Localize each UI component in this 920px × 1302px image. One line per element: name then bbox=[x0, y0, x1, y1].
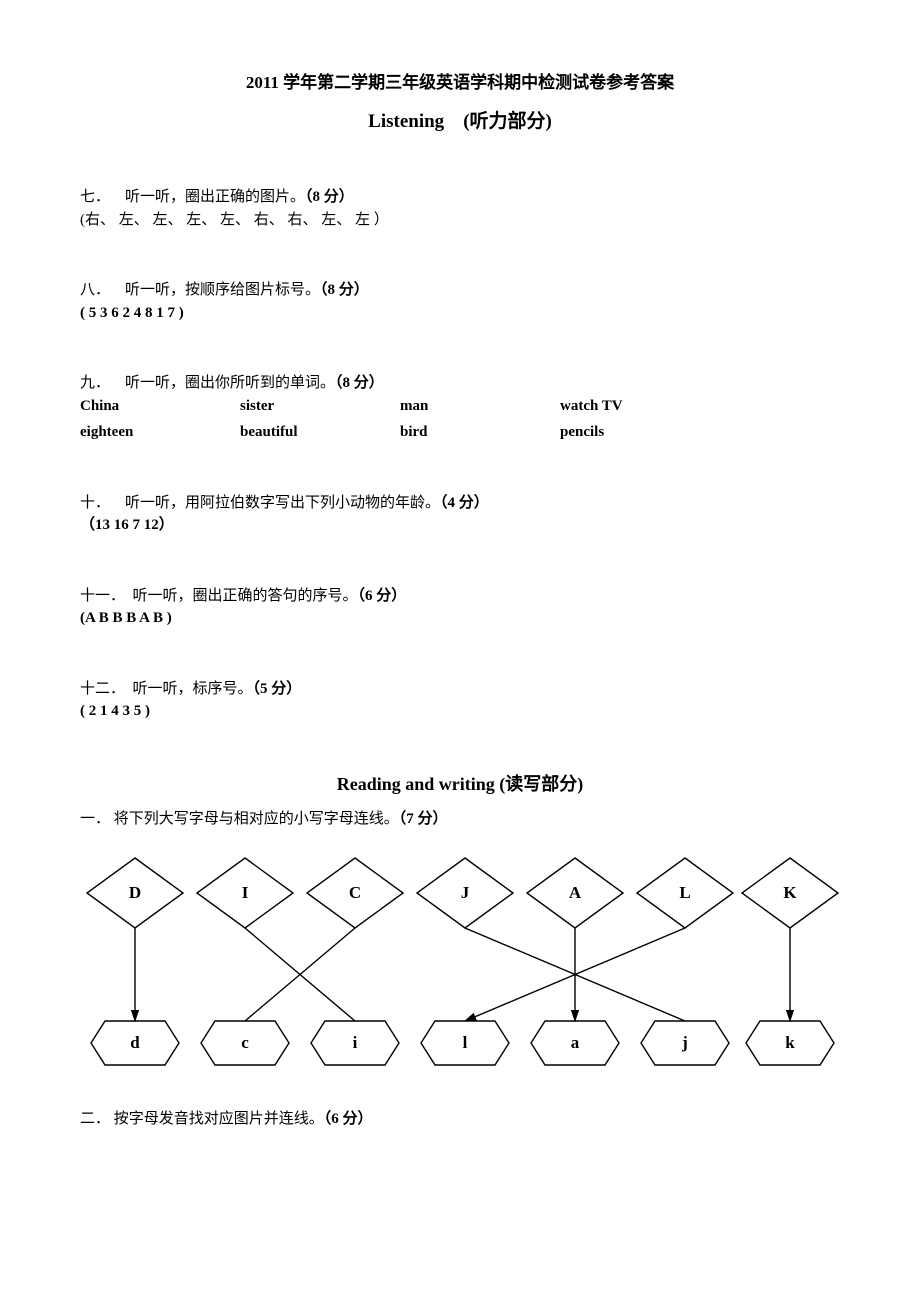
rw-question-1-head: 一． 将下列大写字母与相对应的小写字母连线。（7 分） bbox=[80, 808, 840, 831]
svg-text:a: a bbox=[571, 1033, 580, 1052]
rw-q1-prompt: 将下列大写字母与相对应的小写字母连线。 bbox=[114, 811, 399, 827]
q11-points: （6 分） bbox=[358, 588, 407, 604]
q7-answer: (右、 左、 左、 左、 左、 右、 右、 左、 左 ） bbox=[80, 209, 840, 232]
svg-text:I: I bbox=[242, 883, 249, 902]
q9-cell: watch TV bbox=[560, 395, 720, 418]
q9-cell: sister bbox=[240, 395, 400, 418]
q10-points: （4 分） bbox=[440, 495, 489, 511]
question-7: 七． 听一听，圈出正确的图片。（8 分） (右、 左、 左、 左、 左、 右、 … bbox=[80, 186, 840, 231]
svg-text:A: A bbox=[569, 883, 582, 902]
svg-text:C: C bbox=[349, 883, 361, 902]
question-11: 十一． 听一听，圈出正确的答句的序号。（6 分） (A B B B A B ) bbox=[80, 585, 840, 630]
question-9: 九． 听一听，圈出你所听到的单词。（8 分） China sister man … bbox=[80, 372, 840, 444]
q9-points: （8 分） bbox=[335, 375, 384, 391]
svg-text:D: D bbox=[129, 883, 141, 902]
q9-cell: China bbox=[80, 395, 240, 418]
svg-text:K: K bbox=[783, 883, 797, 902]
q12-prompt: 听一听，标序号。 bbox=[133, 681, 253, 697]
rw-question-2-head: 二． 按字母发音找对应图片并连线。（6 分） bbox=[80, 1108, 840, 1131]
reading-writing-subtitle: Reading and writing (读写部分) bbox=[80, 771, 840, 798]
q9-answer-grid: China sister man watch TV eighteen beaut… bbox=[80, 395, 840, 444]
svg-text:J: J bbox=[461, 883, 470, 902]
subtitle-en: Listening bbox=[368, 111, 444, 132]
rw-title-cn: (读写部分) bbox=[499, 774, 583, 794]
rw-q1-points: （7 分） bbox=[399, 811, 448, 827]
q9-cell: pencils bbox=[560, 421, 720, 444]
q9-cell: man bbox=[400, 395, 560, 418]
letter-matching-diagram: D I C J A L Kd c i l a j k bbox=[80, 848, 840, 1078]
svg-text:d: d bbox=[130, 1033, 140, 1052]
rw-q2-label: 二． bbox=[80, 1111, 110, 1127]
q12-points: （5 分） bbox=[253, 681, 302, 697]
q7-label: 七． bbox=[80, 189, 110, 205]
svg-text:L: L bbox=[679, 883, 690, 902]
q10-prompt: 听一听，用阿拉伯数字写出下列小动物的年龄。 bbox=[125, 495, 440, 511]
q9-cell: beautiful bbox=[240, 421, 400, 444]
q12-label: 十二． bbox=[80, 681, 125, 697]
rw-q2-points: （6 分） bbox=[324, 1111, 373, 1127]
question-10: 十． 听一听，用阿拉伯数字写出下列小动物的年龄。（4 分） （13 16 7 1… bbox=[80, 492, 840, 537]
q9-cell: bird bbox=[400, 421, 560, 444]
q8-answer: ( 5 3 6 2 4 8 1 7 ) bbox=[80, 302, 840, 325]
q10-label: 十． bbox=[80, 495, 110, 511]
question-8: 八． 听一听，按顺序给图片标号。（8 分） ( 5 3 6 2 4 8 1 7 … bbox=[80, 279, 840, 324]
q7-prompt: 听一听，圈出正确的图片。 bbox=[125, 189, 305, 205]
listening-subtitle: Listening (听力部分) bbox=[80, 108, 840, 137]
q9-prompt: 听一听，圈出你所听到的单词。 bbox=[125, 375, 335, 391]
svg-text:i: i bbox=[353, 1033, 358, 1052]
svg-text:l: l bbox=[463, 1033, 468, 1052]
q8-label: 八． bbox=[80, 282, 110, 298]
rw-title-en: Reading and writing bbox=[337, 774, 495, 794]
rw-q1-label: 一． bbox=[80, 811, 110, 827]
q11-prompt: 听一听，圈出正确的答句的序号。 bbox=[133, 588, 358, 604]
page-title: 2011 学年第二学期三年级英语学科期中检测试卷参考答案 bbox=[80, 70, 840, 96]
q8-prompt: 听一听，按顺序给图片标号。 bbox=[125, 282, 320, 298]
q8-points: （8 分） bbox=[320, 282, 369, 298]
q9-label: 九． bbox=[80, 375, 110, 391]
svg-text:c: c bbox=[241, 1033, 249, 1052]
svg-text:j: j bbox=[681, 1033, 688, 1052]
rw-q2-prompt: 按字母发音找对应图片并连线。 bbox=[114, 1111, 324, 1127]
q10-answer: （13 16 7 12） bbox=[80, 514, 840, 537]
q11-label: 十一． bbox=[80, 588, 125, 604]
q12-answer: ( 2 1 4 3 5 ) bbox=[80, 700, 840, 723]
question-12: 十二． 听一听，标序号。（5 分） ( 2 1 4 3 5 ) bbox=[80, 678, 840, 723]
q11-answer: (A B B B A B ) bbox=[80, 607, 840, 630]
svg-text:k: k bbox=[785, 1033, 795, 1052]
q7-points: （8 分） bbox=[305, 189, 354, 205]
q9-cell: eighteen bbox=[80, 421, 240, 444]
subtitle-cn: (听力部分) bbox=[463, 111, 552, 132]
